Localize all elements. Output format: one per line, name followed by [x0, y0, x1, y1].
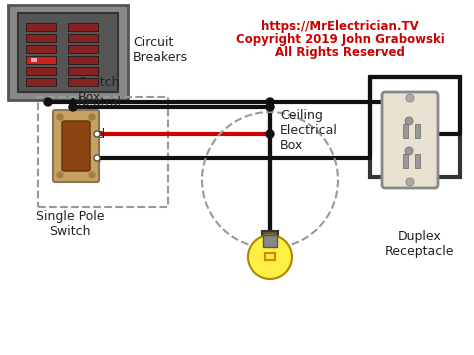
FancyBboxPatch shape	[53, 110, 99, 182]
FancyBboxPatch shape	[262, 231, 278, 245]
Circle shape	[88, 171, 96, 179]
FancyBboxPatch shape	[415, 124, 420, 138]
Circle shape	[57, 172, 63, 178]
Circle shape	[89, 172, 95, 178]
FancyBboxPatch shape	[415, 154, 420, 168]
FancyBboxPatch shape	[26, 56, 56, 64]
Text: https://MrElectrician.TV: https://MrElectrician.TV	[261, 20, 419, 33]
Circle shape	[248, 235, 292, 279]
FancyBboxPatch shape	[68, 34, 98, 42]
FancyBboxPatch shape	[68, 56, 98, 64]
Circle shape	[405, 117, 413, 125]
Text: Single Pole
Switch: Single Pole Switch	[36, 210, 104, 238]
FancyBboxPatch shape	[68, 45, 98, 53]
Text: Duplex
Receptacle: Duplex Receptacle	[385, 230, 455, 258]
Text: Ceiling
Electrical
Box: Ceiling Electrical Box	[280, 109, 338, 152]
Text: Line: Line	[78, 152, 103, 164]
FancyBboxPatch shape	[31, 58, 37, 62]
FancyBboxPatch shape	[263, 235, 277, 247]
Circle shape	[94, 131, 100, 137]
FancyBboxPatch shape	[26, 23, 56, 31]
FancyBboxPatch shape	[8, 5, 128, 100]
Circle shape	[266, 98, 274, 106]
Circle shape	[94, 155, 100, 161]
Circle shape	[57, 114, 63, 120]
Circle shape	[406, 178, 414, 186]
Text: Switch
Box: Switch Box	[78, 76, 119, 104]
Text: Circuit
Breakers: Circuit Breakers	[133, 36, 188, 64]
FancyBboxPatch shape	[62, 121, 90, 171]
FancyBboxPatch shape	[403, 154, 408, 168]
FancyBboxPatch shape	[68, 78, 98, 86]
Circle shape	[69, 103, 77, 111]
Circle shape	[405, 147, 413, 155]
FancyBboxPatch shape	[370, 77, 460, 177]
Circle shape	[44, 98, 52, 106]
FancyBboxPatch shape	[403, 124, 408, 138]
Text: Copyright 2019 John Grabowski: Copyright 2019 John Grabowski	[236, 33, 444, 46]
FancyBboxPatch shape	[18, 13, 118, 92]
FancyBboxPatch shape	[26, 67, 56, 75]
FancyBboxPatch shape	[26, 45, 56, 53]
Circle shape	[406, 94, 414, 102]
Text: Neutral: Neutral	[78, 95, 122, 109]
FancyBboxPatch shape	[382, 92, 438, 188]
FancyBboxPatch shape	[68, 23, 98, 31]
Text: Load: Load	[78, 127, 106, 141]
Circle shape	[88, 113, 96, 121]
FancyBboxPatch shape	[26, 34, 56, 42]
Circle shape	[266, 103, 274, 111]
Circle shape	[56, 171, 64, 179]
Circle shape	[266, 130, 274, 138]
Text: All Rights Reserved: All Rights Reserved	[275, 46, 405, 59]
FancyBboxPatch shape	[68, 67, 98, 75]
FancyBboxPatch shape	[26, 78, 56, 86]
Circle shape	[56, 113, 64, 121]
Circle shape	[89, 114, 95, 120]
